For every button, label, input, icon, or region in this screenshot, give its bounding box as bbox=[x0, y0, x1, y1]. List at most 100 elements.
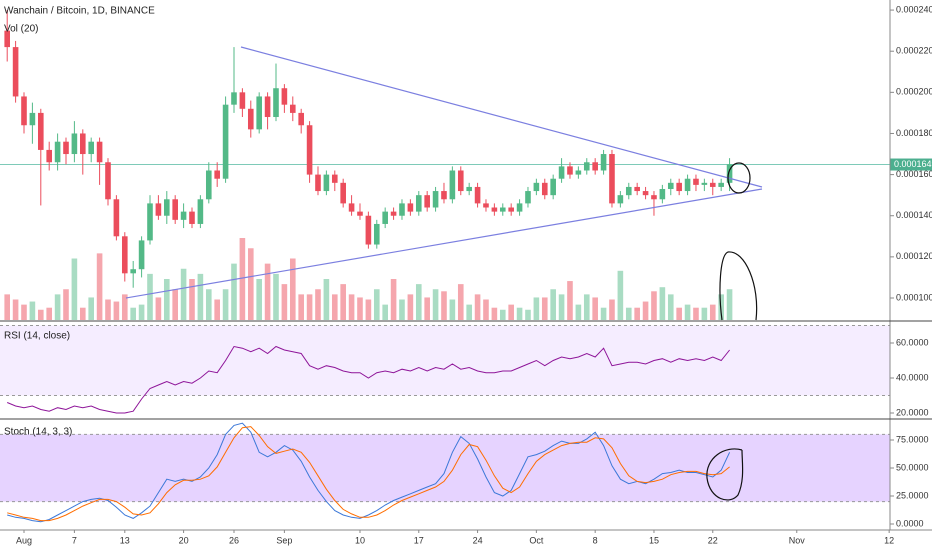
volume-bar bbox=[281, 284, 288, 320]
volume-bar bbox=[541, 297, 548, 320]
candle-body bbox=[96, 141, 103, 163]
candle-body bbox=[113, 199, 120, 237]
chart-title: Wanchain / Bitcoin, 1D, BINANCE bbox=[4, 6, 155, 17]
candle-body bbox=[709, 182, 716, 187]
candle-body bbox=[676, 182, 682, 192]
candle-body bbox=[37, 112, 44, 150]
candle-body bbox=[693, 178, 699, 185]
volume-bar bbox=[726, 289, 733, 320]
volume-bar bbox=[390, 279, 397, 320]
candle-body bbox=[667, 182, 674, 189]
x-tick-label: 20 bbox=[179, 535, 189, 545]
candle-body bbox=[390, 211, 397, 216]
indicator-line bbox=[7, 426, 730, 522]
candle-body bbox=[541, 182, 548, 196]
volume-bar bbox=[373, 289, 380, 320]
volume-bar bbox=[399, 299, 405, 320]
last-price-box bbox=[890, 158, 932, 171]
volume-bar bbox=[592, 297, 598, 320]
candle-body bbox=[424, 195, 430, 208]
x-tick-label: Aug bbox=[16, 535, 32, 545]
annotation-circle bbox=[727, 162, 751, 194]
band-fill bbox=[0, 434, 890, 502]
volume-bar bbox=[121, 294, 128, 320]
volume-bar bbox=[247, 248, 254, 320]
volume-bar bbox=[533, 297, 540, 320]
candle-body bbox=[550, 178, 556, 196]
candle-body bbox=[256, 96, 262, 130]
volume-bar bbox=[625, 307, 632, 320]
x-tick-label: 15 bbox=[649, 535, 659, 545]
volume-label: Vol (20) bbox=[4, 24, 38, 35]
candle-body bbox=[130, 269, 136, 274]
x-tick-label: 24 bbox=[473, 535, 483, 545]
candle-body bbox=[138, 240, 145, 270]
indicator-line bbox=[7, 422, 731, 523]
volume-bar bbox=[558, 294, 565, 320]
candle-body bbox=[558, 166, 565, 179]
volume-bar bbox=[147, 273, 153, 320]
candle-body bbox=[21, 96, 27, 126]
volume-bar bbox=[600, 307, 607, 320]
volume-bar bbox=[365, 299, 372, 320]
candle-body bbox=[306, 125, 313, 175]
y-tick-label: 60.0000 bbox=[896, 337, 929, 347]
candle-body bbox=[88, 141, 94, 155]
candle-body bbox=[516, 203, 523, 212]
volume-bar bbox=[651, 291, 657, 320]
x-tick-label: 7 bbox=[72, 535, 77, 545]
candle-body bbox=[63, 141, 69, 155]
volume-bar bbox=[105, 299, 111, 320]
candle-body bbox=[634, 186, 640, 192]
candle-body bbox=[298, 112, 304, 126]
candle-body bbox=[382, 211, 388, 224]
candle-body bbox=[726, 164, 733, 183]
candle-body bbox=[105, 162, 111, 200]
volume-bar bbox=[634, 307, 640, 320]
volume-bar bbox=[298, 294, 304, 320]
candle-body bbox=[239, 92, 246, 109]
volume-bar bbox=[331, 294, 338, 320]
candle-body bbox=[399, 203, 405, 216]
volume-bar bbox=[54, 294, 61, 320]
candle-body bbox=[567, 166, 573, 175]
stoch-title: Stoch (14, 3, 3) bbox=[4, 427, 72, 438]
candle-body bbox=[121, 236, 128, 274]
volume-bar bbox=[415, 284, 422, 320]
volume-bar bbox=[29, 301, 36, 320]
x-tick-label: 22 bbox=[708, 535, 718, 545]
candle-body bbox=[600, 154, 607, 171]
x-tick-label: Nov bbox=[789, 535, 806, 545]
candle-body bbox=[483, 203, 489, 208]
candle-body bbox=[323, 174, 330, 192]
volume-bar bbox=[79, 307, 86, 320]
y-tick-label: 50.0000 bbox=[896, 462, 929, 472]
volume-bar bbox=[642, 301, 649, 320]
volume-bar bbox=[348, 294, 355, 320]
candle-body bbox=[684, 178, 691, 192]
volume-bar bbox=[709, 304, 716, 320]
volume-bar bbox=[609, 299, 615, 320]
volume-bar bbox=[113, 301, 120, 320]
volume-bar bbox=[583, 294, 590, 320]
candle-body bbox=[79, 133, 86, 155]
candle-body bbox=[718, 182, 724, 187]
volume-bar bbox=[407, 294, 414, 320]
candle-body bbox=[407, 203, 414, 212]
candle-body bbox=[583, 162, 590, 171]
x-tick-label: 12 bbox=[884, 535, 894, 545]
candle-body bbox=[54, 141, 61, 163]
indicator-line bbox=[7, 345, 730, 414]
volume-bar bbox=[214, 299, 220, 320]
x-tick-label: Oct bbox=[529, 535, 544, 545]
candle-body bbox=[4, 30, 10, 48]
candle-body bbox=[659, 188, 666, 200]
candle-body bbox=[12, 47, 19, 97]
last-price-label: 0.0001649 bbox=[894, 159, 932, 169]
candle-body bbox=[205, 170, 212, 200]
candle-body bbox=[449, 170, 456, 200]
